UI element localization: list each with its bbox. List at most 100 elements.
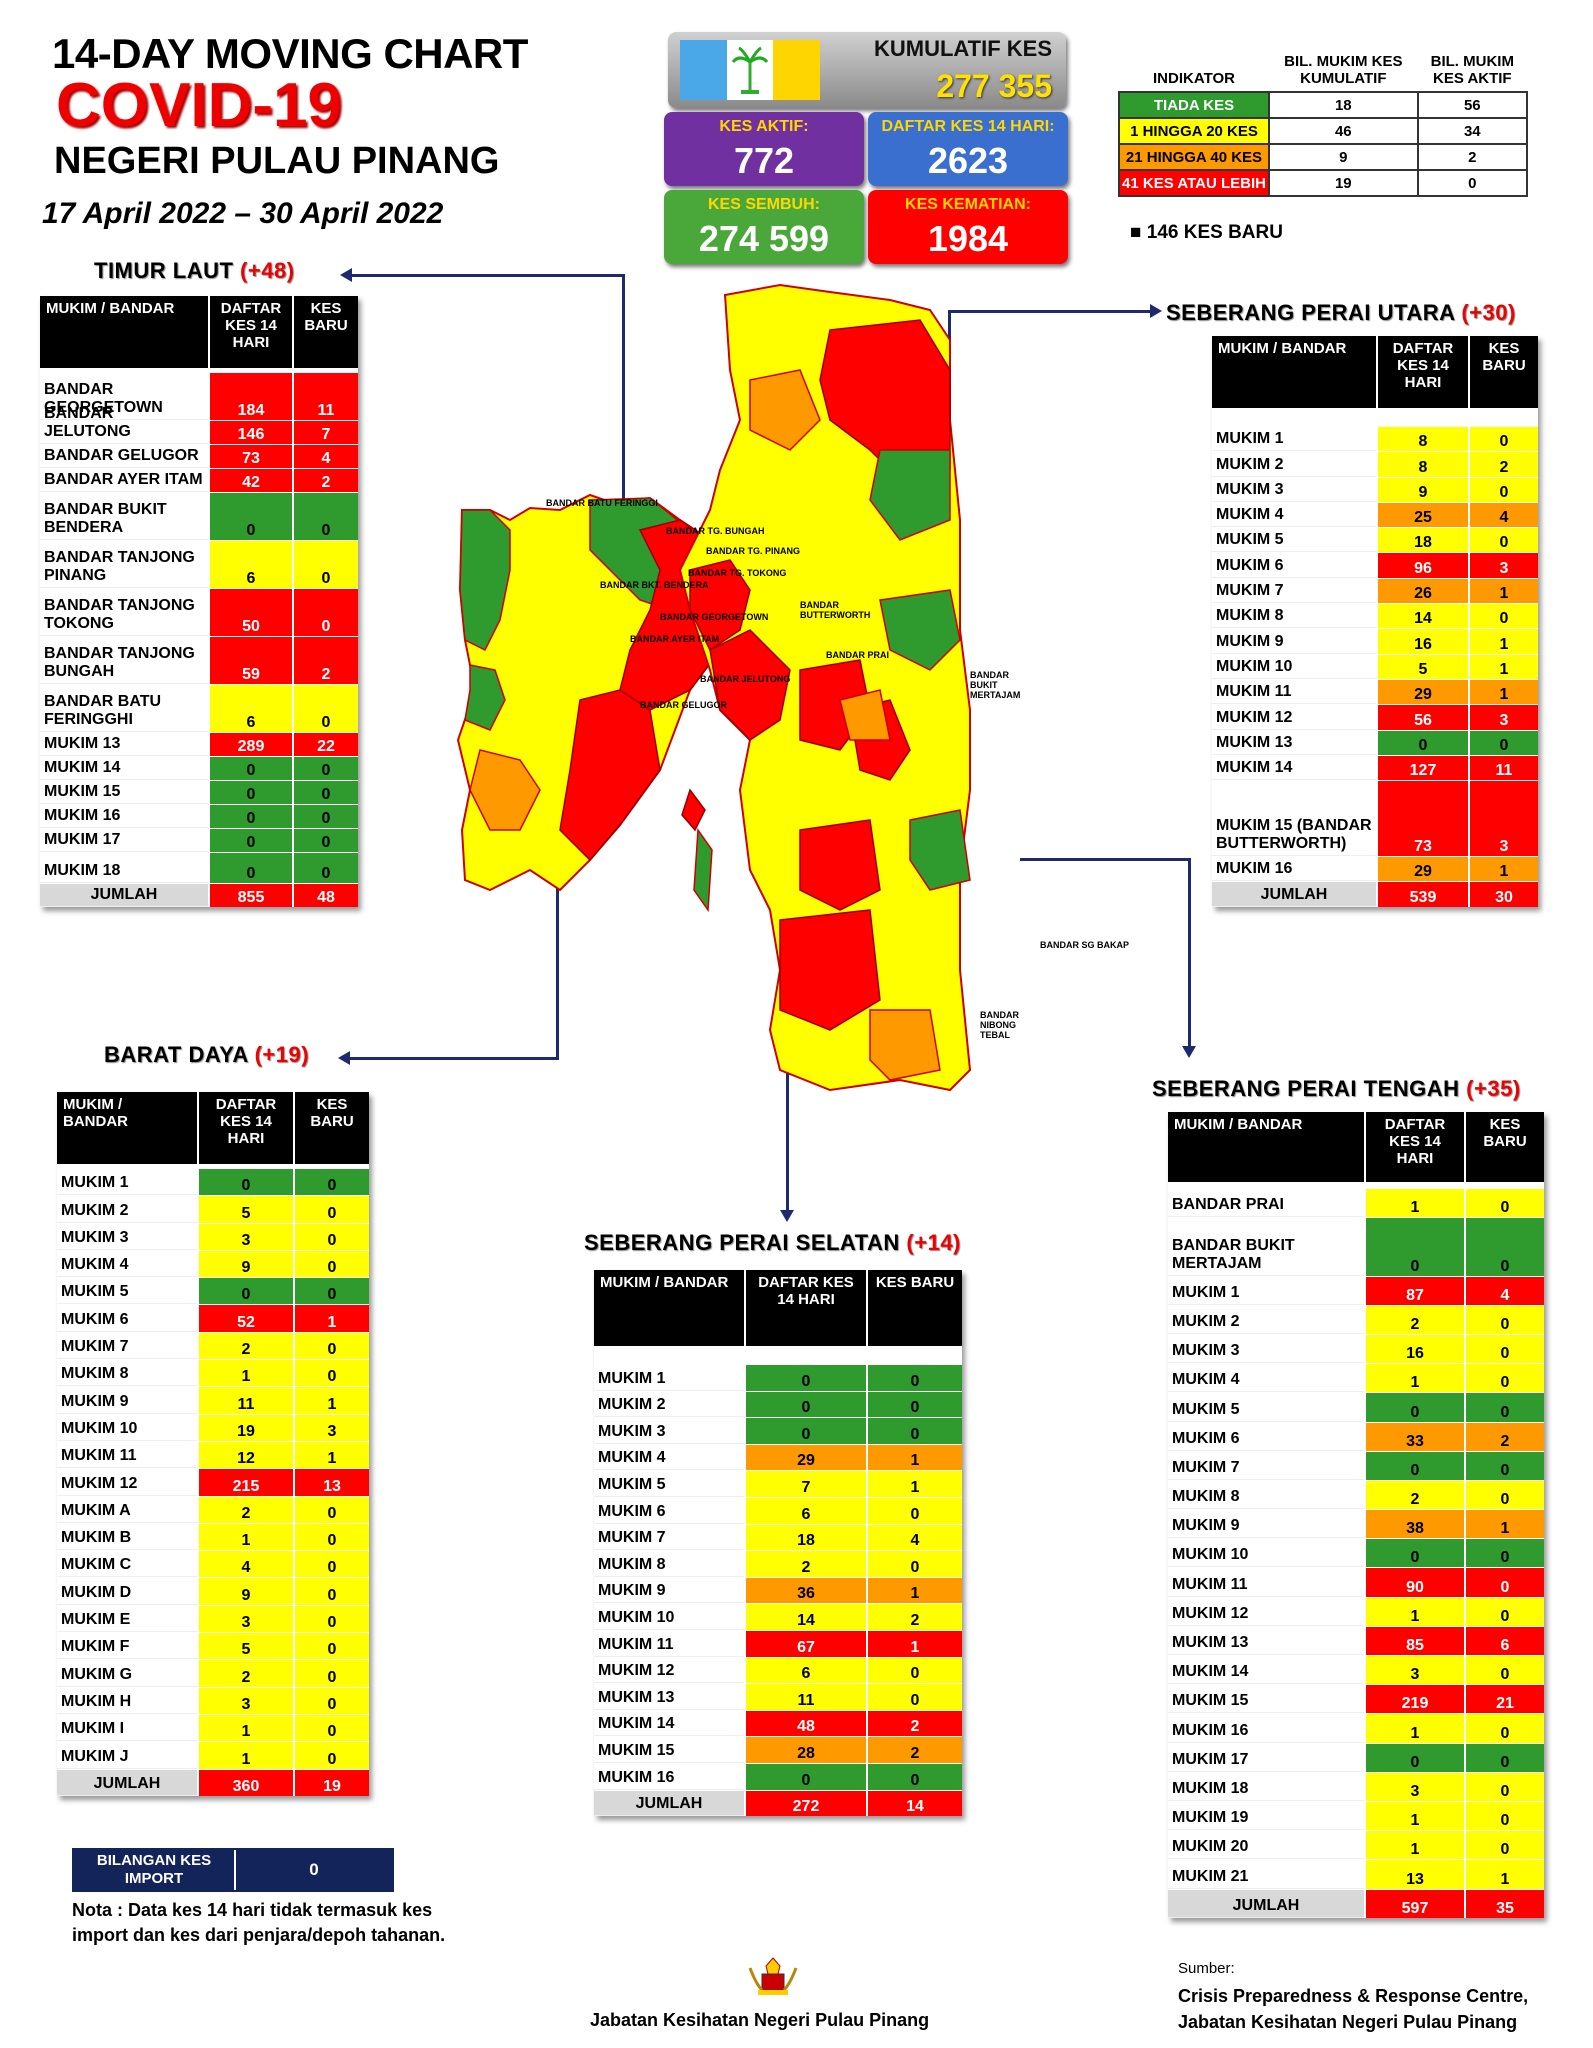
row-daftar: 19 bbox=[197, 1414, 293, 1441]
row-name: MUKIM B bbox=[57, 1523, 197, 1551]
table-row: MUKIM 14 48 2 bbox=[594, 1709, 962, 1737]
arrow-left-icon bbox=[340, 268, 352, 282]
row-name: MUKIM J bbox=[57, 1742, 197, 1769]
row-baru: 0 bbox=[866, 1551, 962, 1577]
table-row: MUKIM 17 0 0 bbox=[40, 828, 358, 852]
row-daftar: 0 bbox=[208, 781, 292, 804]
row-name: MUKIM 21 bbox=[1168, 1860, 1364, 1889]
col-header-mukim: MUKIM / BANDAR bbox=[1218, 340, 1347, 357]
col-header-daftar: DAFTAR KES 14 HARI bbox=[197, 1092, 293, 1164]
table-row: MUKIM 5 18 0 bbox=[1212, 527, 1538, 553]
table-spacer bbox=[594, 1346, 962, 1364]
table-row: BANDAR BATU FERINGGHI 6 0 bbox=[40, 684, 358, 732]
row-daftar: 0 bbox=[208, 829, 292, 852]
row-name: BANDAR PRAI bbox=[1168, 1189, 1364, 1218]
row-daftar: 73 bbox=[208, 445, 292, 468]
row-name: MUKIM 14 bbox=[1168, 1656, 1364, 1685]
row-daftar: 2 bbox=[197, 1660, 293, 1687]
row-daftar: 2 bbox=[197, 1496, 293, 1523]
active-cases-box: KES AKTIF: 772 bbox=[664, 112, 864, 186]
row-name: MUKIM 6 bbox=[1168, 1422, 1364, 1451]
table-row: MUKIM 11 67 1 bbox=[594, 1629, 962, 1657]
chart-title: 14-DAY MOVING CHART bbox=[52, 30, 528, 77]
table-row: BANDAR GEORGETOWN 184 11 bbox=[40, 372, 358, 420]
row-name: MUKIM 12 bbox=[1168, 1597, 1364, 1626]
table-header: MUKIM / BANDAR DAFTAR KES 14 HARI KES BARU bbox=[40, 296, 358, 368]
connector-line bbox=[786, 1072, 789, 1212]
row-daftar: 56 bbox=[1376, 705, 1468, 730]
legend-label: 21 HINGGA 40 KES bbox=[1118, 143, 1270, 171]
district-name: SEBERANG PERAI SELATAN bbox=[584, 1230, 900, 1255]
row-daftar: 16 bbox=[1376, 629, 1468, 654]
row-daftar: 0 bbox=[1364, 1451, 1464, 1480]
row-baru: 11 bbox=[1468, 755, 1538, 781]
map-label: BANDAR NIBONG TEBAL bbox=[980, 1010, 1019, 1040]
table-row: MUKIM 7 18 4 bbox=[594, 1523, 962, 1551]
row-daftar: 0 bbox=[744, 1365, 866, 1391]
district-new: (+35) bbox=[1466, 1076, 1521, 1101]
row-daftar: 127 bbox=[1376, 755, 1468, 781]
table-row: MUKIM 13 289 22 bbox=[40, 732, 358, 756]
row-daftar: 0 bbox=[197, 1169, 293, 1196]
table-row: MUKIM 20 1 0 bbox=[1168, 1830, 1544, 1860]
table-total-row: JUMLAH 360 19 bbox=[57, 1768, 369, 1796]
title-sps: SEBERANG PERAI SELATAN (+14) bbox=[584, 1230, 961, 1256]
legend-row: 1 HINGGA 20 KES 46 34 bbox=[1118, 117, 1529, 145]
row-baru: 0 bbox=[1464, 1539, 1544, 1568]
row-name: MUKIM 5 bbox=[594, 1471, 744, 1497]
row-name: MUKIM 9 bbox=[1168, 1510, 1364, 1539]
row-daftar: 8 bbox=[1376, 452, 1468, 477]
map-label: BANDAR TG. BUNGAH bbox=[666, 526, 765, 536]
col-header-daftar: DAFTAR KES 14 HARI bbox=[744, 1270, 866, 1346]
row-name: MUKIM 8 bbox=[1212, 604, 1376, 629]
row-daftar: 2 bbox=[1364, 1305, 1464, 1334]
row-daftar: 219 bbox=[1364, 1685, 1464, 1714]
table-row: MUKIM 15 0 0 bbox=[40, 780, 358, 804]
row-daftar: 184 bbox=[208, 373, 292, 420]
row-daftar: 1 bbox=[1364, 1831, 1464, 1860]
row-name: MUKIM 17 bbox=[40, 829, 208, 852]
connector-line bbox=[950, 310, 1150, 313]
row-name: MUKIM 1 bbox=[57, 1169, 197, 1196]
row-name: MUKIM 11 bbox=[1212, 679, 1376, 705]
row-name: MUKIM 2 bbox=[1168, 1305, 1364, 1334]
row-name: MUKIM 17 bbox=[1168, 1743, 1364, 1772]
row-name: MUKIM 12 bbox=[57, 1469, 197, 1496]
row-baru: 0 bbox=[1464, 1597, 1544, 1626]
district-name: SEBERANG PERAI TENGAH bbox=[1152, 1076, 1460, 1101]
row-daftar: 4 bbox=[197, 1551, 293, 1578]
row-baru: 1 bbox=[1468, 857, 1538, 882]
row-daftar: 0 bbox=[208, 805, 292, 828]
row-name: MUKIM 14 bbox=[1212, 755, 1376, 781]
row-name: MUKIM 8 bbox=[57, 1360, 197, 1387]
table-row: MUKIM 12 1 0 bbox=[1168, 1596, 1544, 1626]
row-baru: 1 bbox=[866, 1577, 962, 1604]
table-row: MUKIM 18 3 0 bbox=[1168, 1771, 1544, 1801]
row-name: MUKIM C bbox=[57, 1551, 197, 1578]
arrow-down-icon bbox=[1182, 1046, 1196, 1058]
row-daftar: 0 bbox=[1376, 730, 1468, 755]
table-spu: MUKIM / BANDAR DAFTAR KES 14 HARI KES BARU… bbox=[1212, 336, 1538, 907]
table-row: MUKIM 16 0 0 bbox=[40, 804, 358, 828]
district-new: (+19) bbox=[254, 1042, 310, 1067]
cumulative-label: KUMULATIF KES bbox=[873, 36, 1052, 61]
district-name: BARAT DAYA bbox=[104, 1042, 248, 1067]
connector-line bbox=[622, 274, 625, 524]
row-name: MUKIM 7 bbox=[1168, 1451, 1364, 1480]
row-baru: 0 bbox=[866, 1497, 962, 1524]
row-name: MUKIM 14 bbox=[40, 757, 208, 780]
row-baru: 1 bbox=[1468, 654, 1538, 679]
row-name: MUKIM D bbox=[57, 1578, 197, 1605]
row-name: MUKIM 7 bbox=[1212, 578, 1376, 604]
row-daftar: 3 bbox=[197, 1605, 293, 1633]
deaths-label: KES KEMATIAN: bbox=[905, 196, 1031, 213]
